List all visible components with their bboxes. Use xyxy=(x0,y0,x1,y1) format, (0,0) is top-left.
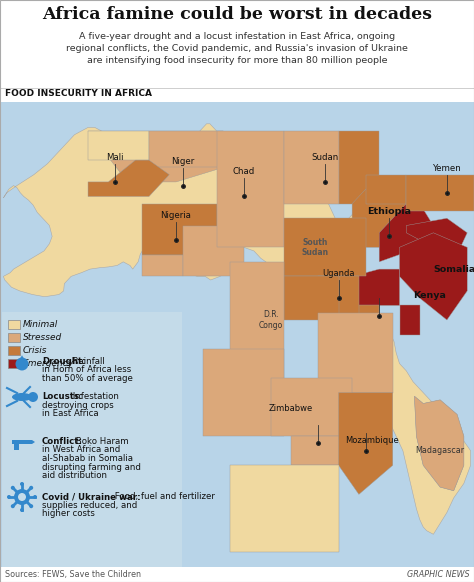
Polygon shape xyxy=(284,131,338,204)
Polygon shape xyxy=(291,436,346,465)
Polygon shape xyxy=(352,269,400,306)
Text: Crisis: Crisis xyxy=(23,346,47,355)
Polygon shape xyxy=(352,306,379,335)
Polygon shape xyxy=(365,175,406,204)
Bar xyxy=(0,0,474,88)
FancyArrow shape xyxy=(12,440,35,444)
Polygon shape xyxy=(3,124,471,534)
Text: FOOD INSECURITY IN AFRICA: FOOD INSECURITY IN AFRICA xyxy=(5,89,152,98)
Polygon shape xyxy=(318,313,393,393)
Circle shape xyxy=(33,495,37,499)
Circle shape xyxy=(29,504,33,508)
Text: disrupting farming and: disrupting farming and xyxy=(42,463,141,471)
Text: in West Africa and: in West Africa and xyxy=(42,445,120,455)
Text: Mali: Mali xyxy=(106,153,124,162)
Text: Madagascar: Madagascar xyxy=(416,446,465,455)
Text: al-Shabab in Somalia: al-Shabab in Somalia xyxy=(42,454,133,463)
Polygon shape xyxy=(400,233,467,320)
Text: Infestation: Infestation xyxy=(70,392,119,401)
Text: in East Africa: in East Africa xyxy=(42,409,99,418)
Text: higher costs: higher costs xyxy=(42,509,95,518)
Text: Africa famine could be worst in decades: Africa famine could be worst in decades xyxy=(42,6,432,23)
Polygon shape xyxy=(338,393,393,494)
Text: Minimal: Minimal xyxy=(23,320,58,329)
Text: Nigeria: Nigeria xyxy=(161,211,191,220)
Circle shape xyxy=(7,495,11,499)
Text: GRAPHIC NEWS: GRAPHIC NEWS xyxy=(407,570,470,579)
Circle shape xyxy=(11,504,15,508)
Bar xyxy=(8,346,20,355)
Text: Kenya: Kenya xyxy=(413,291,446,300)
Polygon shape xyxy=(230,465,338,552)
Bar xyxy=(14,442,19,450)
Bar xyxy=(8,320,20,329)
Polygon shape xyxy=(318,276,359,320)
Bar xyxy=(0,102,474,567)
Bar xyxy=(8,333,20,342)
Text: Niger: Niger xyxy=(171,157,194,165)
Ellipse shape xyxy=(12,393,32,401)
Polygon shape xyxy=(406,175,474,211)
Polygon shape xyxy=(183,225,244,276)
Text: aid distribution: aid distribution xyxy=(42,471,107,480)
Circle shape xyxy=(20,508,24,512)
Text: Boko Haram: Boko Haram xyxy=(73,437,129,446)
Polygon shape xyxy=(406,218,467,247)
Text: A five-year drought and a locust infestation in East Africa, ongoing
regional co: A five-year drought and a locust infesta… xyxy=(66,32,408,65)
Text: Rainfall: Rainfall xyxy=(70,357,105,366)
Polygon shape xyxy=(88,131,223,182)
Text: Conflict:: Conflict: xyxy=(42,437,83,446)
Text: destroying crops: destroying crops xyxy=(42,400,114,410)
Circle shape xyxy=(16,357,28,371)
Polygon shape xyxy=(142,254,183,276)
Bar xyxy=(0,567,474,582)
Circle shape xyxy=(11,486,15,490)
Text: Yemen: Yemen xyxy=(433,164,461,173)
Text: than 50% of average: than 50% of average xyxy=(42,374,133,383)
Circle shape xyxy=(28,392,38,402)
Polygon shape xyxy=(17,355,27,364)
Circle shape xyxy=(29,486,33,490)
Text: Locusts:: Locusts: xyxy=(42,392,82,401)
Polygon shape xyxy=(88,160,169,197)
Polygon shape xyxy=(142,204,217,254)
Polygon shape xyxy=(414,396,464,491)
Bar xyxy=(8,359,20,368)
Text: Sudan: Sudan xyxy=(311,153,338,162)
Text: Food, fuel and fertilizer: Food, fuel and fertilizer xyxy=(112,492,215,501)
Text: Zimbabwe: Zimbabwe xyxy=(269,403,313,413)
Polygon shape xyxy=(203,349,284,436)
Text: South
Sudan: South Sudan xyxy=(301,237,328,257)
Text: Chad: Chad xyxy=(233,168,255,176)
Polygon shape xyxy=(217,131,284,247)
Polygon shape xyxy=(284,276,338,320)
Text: Stressed: Stressed xyxy=(23,333,62,342)
Text: Covid / Ukraine war:: Covid / Ukraine war: xyxy=(42,492,141,501)
Text: Emergency: Emergency xyxy=(23,359,74,368)
Text: Uganda: Uganda xyxy=(322,269,355,278)
Polygon shape xyxy=(414,396,464,491)
Polygon shape xyxy=(149,131,223,168)
Text: Mozambique: Mozambique xyxy=(346,436,399,445)
Bar xyxy=(2,312,182,567)
Polygon shape xyxy=(88,131,149,160)
Text: Ethiopia: Ethiopia xyxy=(367,207,411,217)
Text: supplies reduced, and: supplies reduced, and xyxy=(42,501,137,509)
Text: Drought:: Drought: xyxy=(42,357,86,366)
Polygon shape xyxy=(379,204,433,262)
Polygon shape xyxy=(352,189,406,247)
Polygon shape xyxy=(400,306,420,335)
Circle shape xyxy=(18,493,26,501)
Polygon shape xyxy=(338,131,379,204)
Polygon shape xyxy=(271,378,352,436)
Polygon shape xyxy=(284,218,365,276)
Text: Sources: FEWS, Save the Children: Sources: FEWS, Save the Children xyxy=(5,570,141,579)
Text: in Horn of Africa less: in Horn of Africa less xyxy=(42,365,131,374)
Circle shape xyxy=(20,482,24,486)
Polygon shape xyxy=(230,262,284,393)
Circle shape xyxy=(14,489,30,505)
Text: Somalia: Somalia xyxy=(433,265,474,274)
Text: D.R.
Congo: D.R. Congo xyxy=(259,310,283,329)
